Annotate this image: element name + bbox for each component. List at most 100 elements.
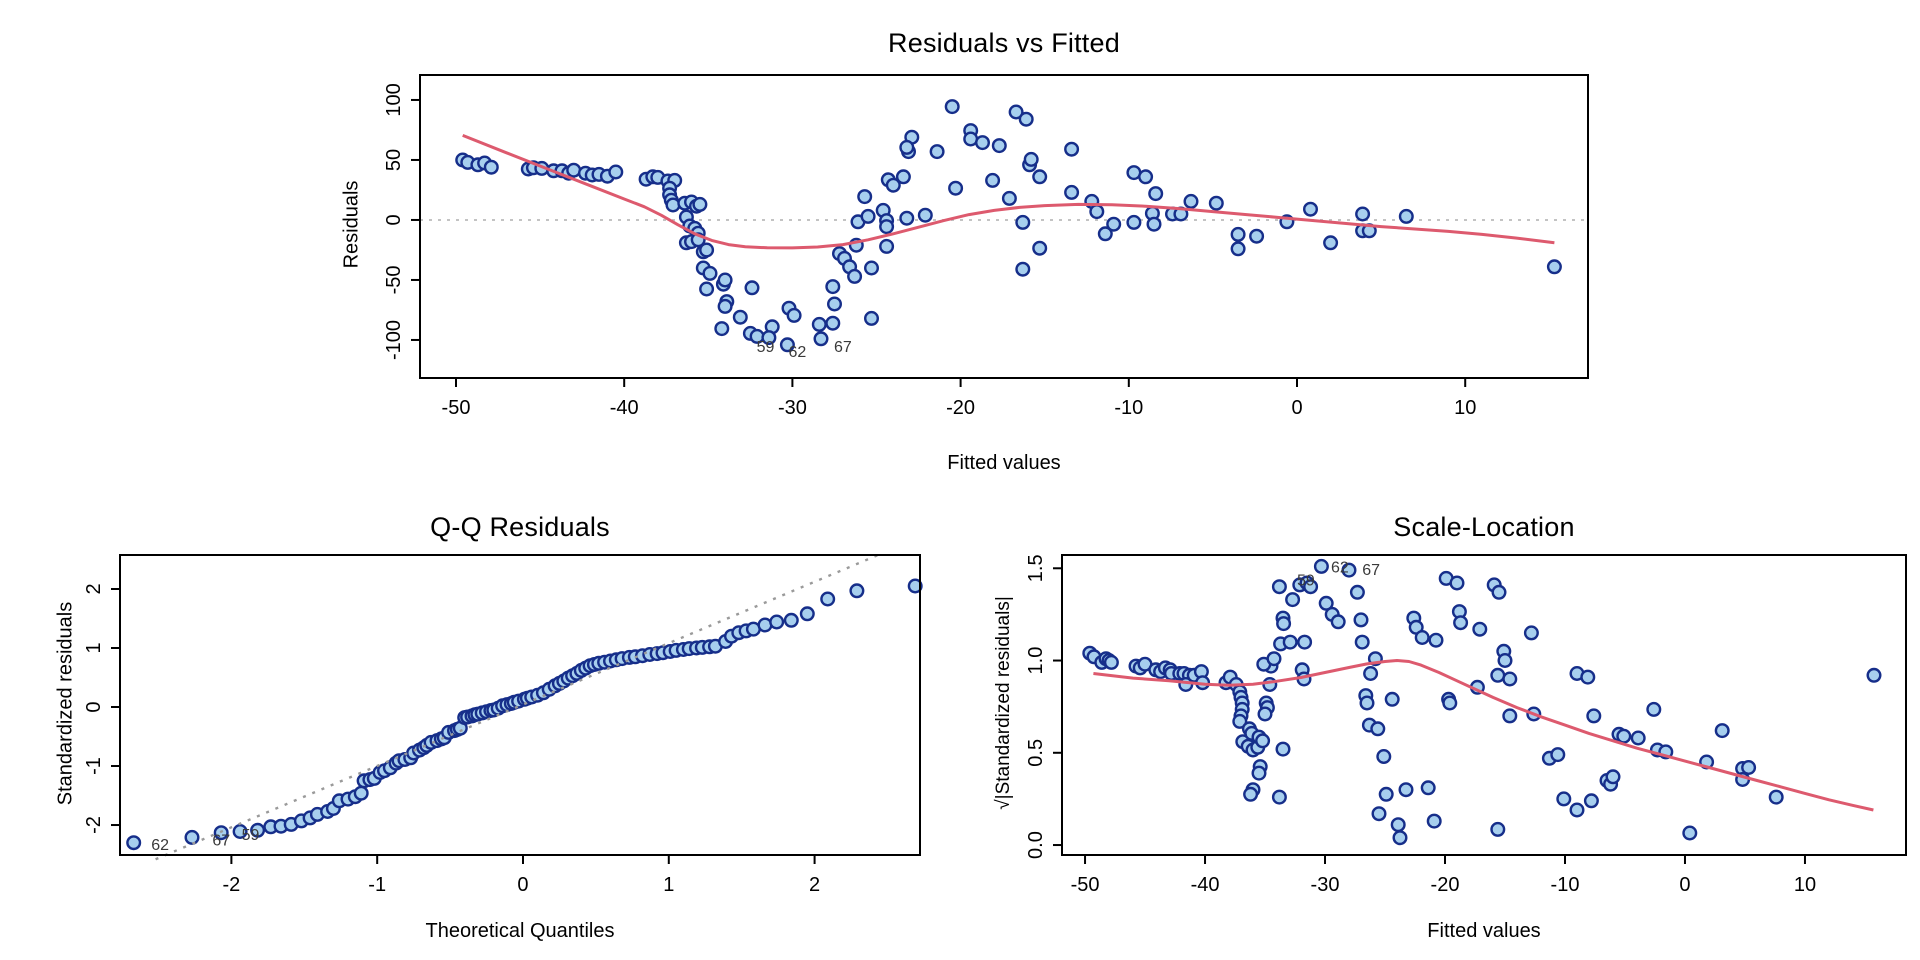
data-point — [1359, 695, 1375, 711]
data-point — [1023, 151, 1039, 167]
data-point — [1355, 206, 1371, 222]
x-tick-label: -20 — [946, 397, 975, 419]
data-point — [1318, 595, 1334, 611]
y-tick-label: 0.5 — [1025, 739, 1047, 767]
data-point — [1230, 241, 1246, 257]
data-point — [1275, 741, 1291, 757]
x-tick-label: -30 — [1311, 874, 1340, 896]
observation-label-67: 67 — [834, 339, 852, 356]
x-tick-label: -50 — [442, 397, 471, 419]
data-point — [1490, 667, 1506, 683]
y-axis-title-sqrt-standardized-residuals: √|Standardized residuals| — [993, 596, 1014, 810]
data-point — [1032, 169, 1048, 185]
data-point — [1646, 701, 1662, 717]
observation-label-62: 62 — [1331, 559, 1349, 576]
data-point — [1341, 562, 1357, 578]
observation-label-59: 59 — [757, 339, 775, 356]
x-axis-ticks: -50 -40 -30 -20 -10 0 10 — [1071, 855, 1816, 896]
data-point — [1398, 208, 1414, 224]
data-point — [1605, 769, 1621, 785]
data-point — [779, 337, 795, 353]
data-point — [1271, 789, 1287, 805]
qq-reference-line — [155, 553, 880, 861]
data-point — [1103, 654, 1119, 670]
data-point — [1546, 259, 1562, 275]
data-point — [985, 172, 1001, 188]
data-point — [184, 829, 200, 845]
data-point — [783, 612, 799, 628]
y-axis-ticks: 0.0 0.5 1.0 1.5 — [1025, 554, 1062, 859]
data-point — [991, 138, 1007, 154]
x-tick-label: 0 — [1679, 874, 1690, 896]
data-point — [1583, 793, 1599, 809]
observation-label-59: 59 — [242, 827, 260, 844]
data-point — [825, 279, 841, 295]
data-point — [1390, 817, 1406, 833]
smoother-line — [462, 134, 1555, 250]
data-point — [1414, 630, 1430, 646]
data-point — [1064, 184, 1080, 200]
data-point — [1257, 706, 1273, 722]
data-point — [1208, 195, 1224, 211]
data-point — [1230, 226, 1246, 242]
data-point — [1449, 575, 1465, 591]
data-point — [827, 296, 843, 312]
data-point — [917, 207, 933, 223]
data-point — [761, 330, 777, 346]
data-point — [717, 298, 733, 314]
data-point — [1001, 190, 1017, 206]
data-point — [1064, 141, 1080, 157]
data-point — [864, 310, 880, 326]
data-point — [717, 272, 733, 288]
data-point — [1330, 614, 1346, 630]
data-point — [799, 606, 815, 622]
data-point — [608, 164, 624, 180]
data-point — [1550, 747, 1566, 763]
data-point — [1276, 616, 1292, 632]
y-axis-ticks: -100 -50 0 50 100 — [383, 83, 420, 360]
data-point — [948, 180, 964, 196]
x-tick-label: -2 — [222, 874, 240, 896]
data-point — [813, 331, 829, 347]
data-point — [879, 238, 895, 254]
plot-box — [119, 554, 921, 856]
x-tick-label: 0 — [517, 874, 528, 896]
data-point — [1370, 721, 1386, 737]
observation-label-62: 62 — [151, 837, 169, 854]
data-point — [1303, 579, 1319, 595]
data-point — [1249, 228, 1265, 244]
data-point — [769, 614, 785, 630]
plot-title-qq-residuals: Q-Q Residuals — [430, 512, 610, 542]
data-point — [1616, 728, 1632, 744]
data-point — [250, 822, 266, 838]
data-point — [1313, 558, 1329, 574]
data-point — [864, 260, 880, 276]
data-point — [944, 99, 960, 115]
data-point — [1097, 226, 1113, 242]
data-point — [1363, 666, 1379, 682]
data-point — [1741, 760, 1757, 776]
data-point — [353, 785, 369, 801]
plot-title-scale-location: Scale-Location — [1393, 512, 1575, 542]
data-point — [744, 280, 760, 296]
data-point — [1682, 825, 1698, 841]
data-point — [1384, 691, 1400, 707]
data-point — [1302, 201, 1318, 217]
data-point — [732, 309, 748, 325]
data-point — [1018, 111, 1034, 127]
data-point — [1428, 632, 1444, 648]
y-tick-label: 100 — [383, 83, 405, 116]
data-point — [1569, 802, 1585, 818]
data-point — [1490, 821, 1506, 837]
y-tick-label: 50 — [383, 149, 405, 171]
y-tick-label: 0 — [83, 701, 105, 712]
y-tick-label: 0.0 — [1025, 831, 1047, 859]
data-point — [1353, 612, 1369, 628]
points-layer — [1082, 558, 1882, 846]
data-point — [1453, 615, 1469, 631]
data-point — [860, 208, 876, 224]
y-axis-ticks: -2 -1 0 1 2 — [83, 583, 120, 834]
data-point — [702, 265, 718, 281]
y-tick-label: 1 — [83, 642, 105, 653]
